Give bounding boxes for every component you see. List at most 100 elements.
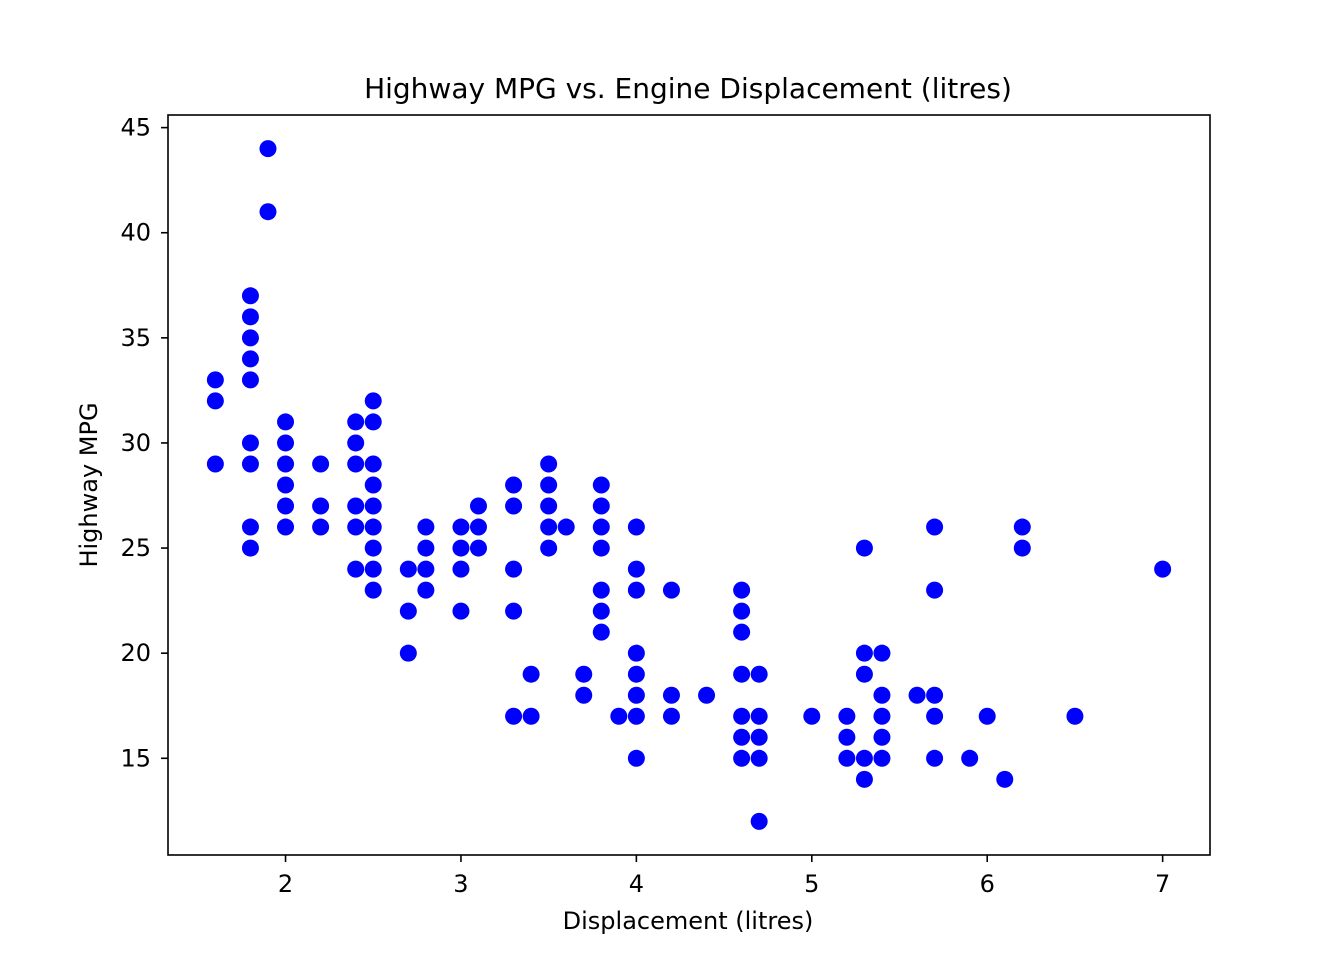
data-point	[364, 560, 382, 578]
data-point	[364, 518, 382, 536]
y-tick-label: 20	[120, 639, 151, 667]
data-point	[750, 749, 768, 767]
data-point	[505, 476, 523, 494]
data-point	[312, 497, 330, 515]
data-point	[855, 644, 873, 662]
data-point	[364, 476, 382, 494]
data-point	[996, 770, 1014, 788]
y-axis: 15 20 25 30 35 40 45	[120, 114, 168, 772]
x-tick-label: 2	[278, 870, 293, 898]
data-point	[540, 455, 558, 473]
data-point	[277, 413, 295, 431]
data-point	[855, 749, 873, 767]
data-point	[733, 728, 751, 746]
data-point	[347, 413, 365, 431]
data-point	[540, 539, 558, 557]
data-point	[259, 140, 277, 158]
data-point	[627, 644, 645, 662]
data-point	[978, 707, 996, 725]
x-tick-label: 7	[1155, 870, 1170, 898]
y-tick-label: 30	[120, 429, 151, 457]
data-point	[750, 728, 768, 746]
data-point	[592, 497, 610, 515]
data-point	[522, 665, 540, 683]
data-point	[540, 497, 558, 515]
data-point	[592, 476, 610, 494]
data-point	[750, 812, 768, 830]
data-point	[733, 749, 751, 767]
data-point	[627, 707, 645, 725]
data-point	[592, 581, 610, 599]
data-point	[417, 581, 435, 599]
data-point	[417, 518, 435, 536]
data-point	[259, 203, 277, 221]
data-point	[926, 749, 944, 767]
data-point	[733, 665, 751, 683]
data-point	[627, 665, 645, 683]
data-point	[364, 581, 382, 599]
data-point	[347, 497, 365, 515]
x-tick-label: 4	[629, 870, 644, 898]
data-point	[347, 455, 365, 473]
data-point	[750, 707, 768, 725]
data-point	[540, 476, 558, 494]
data-point	[1013, 539, 1031, 557]
data-point	[873, 644, 891, 662]
data-point	[733, 602, 751, 620]
data-point	[592, 539, 610, 557]
data-point	[1154, 560, 1172, 578]
y-tick-label: 45	[120, 114, 151, 142]
data-point	[206, 392, 224, 410]
data-point	[733, 707, 751, 725]
data-point	[312, 455, 330, 473]
data-point	[277, 434, 295, 452]
y-tick-label: 40	[120, 219, 151, 247]
data-point	[241, 329, 259, 347]
data-point	[364, 413, 382, 431]
chart-title: Highway MPG vs. Engine Displacement (lit…	[364, 72, 1012, 105]
plot-area	[167, 114, 1211, 856]
data-point	[873, 728, 891, 746]
data-point	[733, 581, 751, 599]
data-point	[873, 749, 891, 767]
data-point	[241, 539, 259, 557]
data-point	[592, 518, 610, 536]
data-point	[505, 497, 523, 515]
data-point	[926, 686, 944, 704]
data-point	[855, 770, 873, 788]
data-point	[505, 602, 523, 620]
data-point	[873, 686, 891, 704]
data-point	[505, 707, 523, 725]
data-point	[926, 581, 944, 599]
data-point	[926, 707, 944, 725]
data-point	[627, 686, 645, 704]
data-point	[838, 749, 856, 767]
data-point	[592, 623, 610, 641]
data-point	[592, 602, 610, 620]
data-point	[347, 560, 365, 578]
data-point	[627, 749, 645, 767]
data-point	[522, 707, 540, 725]
data-point	[452, 560, 470, 578]
data-point	[961, 749, 979, 767]
data-point	[347, 434, 365, 452]
data-point	[399, 560, 417, 578]
data-point	[277, 476, 295, 494]
data-point	[838, 728, 856, 746]
data-point	[277, 497, 295, 515]
data-point	[277, 518, 295, 536]
data-point	[855, 665, 873, 683]
data-point	[1066, 707, 1084, 725]
data-point	[540, 518, 558, 536]
data-point	[698, 686, 716, 704]
data-point	[662, 707, 680, 725]
data-point	[347, 518, 365, 536]
data-point	[505, 560, 523, 578]
data-point	[610, 707, 628, 725]
plot-frame	[167, 114, 1211, 856]
data-point	[627, 560, 645, 578]
y-tick-label: 35	[120, 324, 151, 352]
data-point	[838, 707, 856, 725]
data-point	[206, 371, 224, 389]
